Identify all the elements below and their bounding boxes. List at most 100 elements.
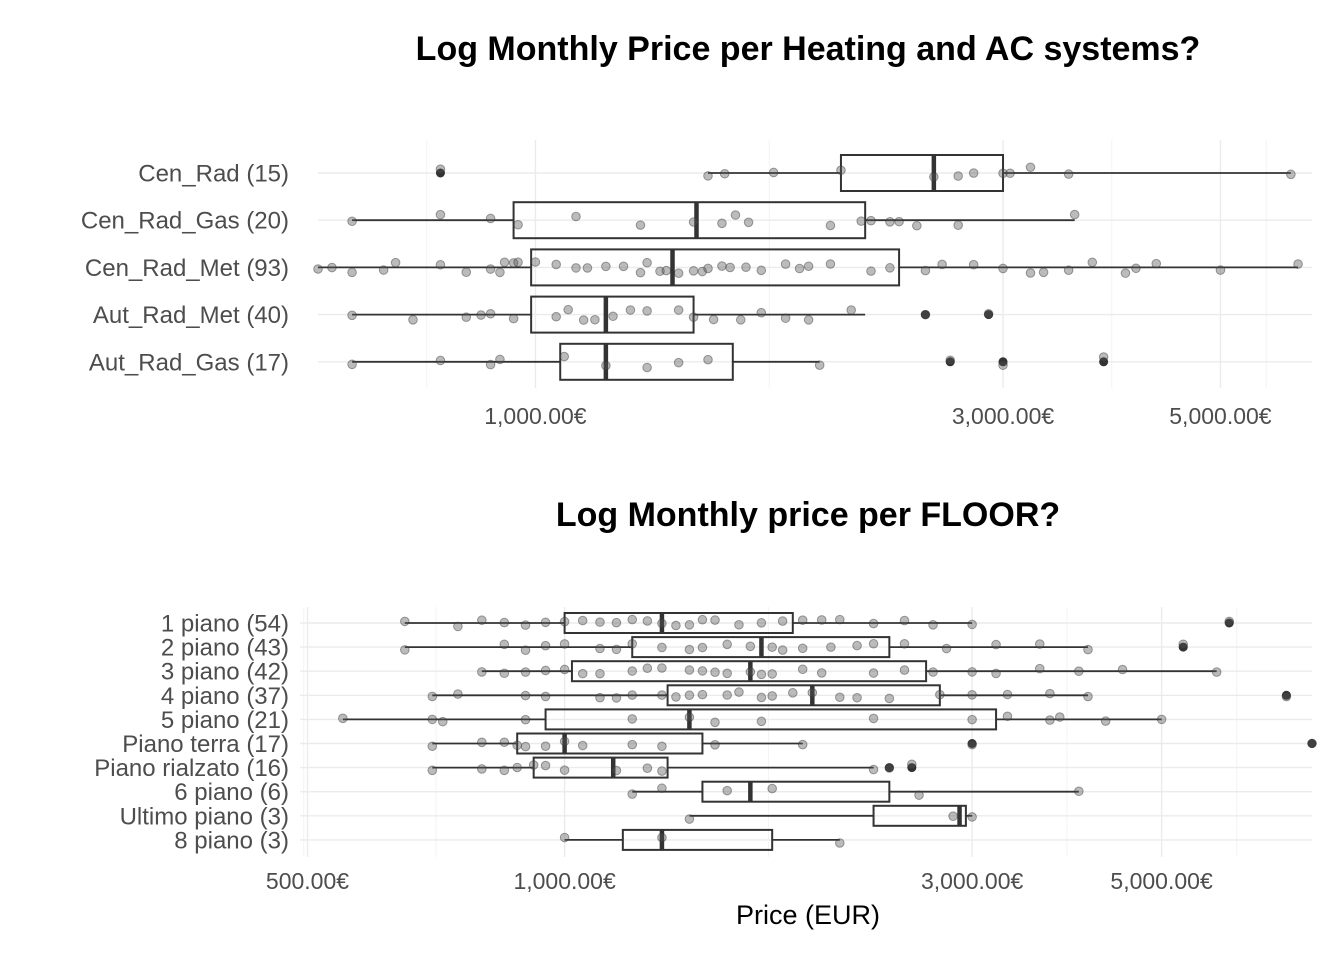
data-point xyxy=(767,691,777,701)
data-point xyxy=(836,165,846,176)
data-point xyxy=(627,739,638,750)
data-point xyxy=(657,618,667,629)
data-point xyxy=(347,216,357,227)
data-point xyxy=(642,306,652,316)
data-point xyxy=(756,716,767,727)
data-point xyxy=(1045,688,1055,699)
boxplot-group xyxy=(564,828,840,851)
data-point xyxy=(1002,711,1013,722)
data-point xyxy=(885,216,895,227)
category-label: 6 piano (6) xyxy=(174,779,289,806)
data-point xyxy=(642,763,653,773)
data-point xyxy=(477,764,487,774)
data-point xyxy=(968,259,979,270)
data-point xyxy=(787,688,798,698)
data-point xyxy=(967,714,977,725)
data-point xyxy=(684,712,695,723)
data-point xyxy=(826,642,836,652)
data-point xyxy=(868,618,879,629)
data-point xyxy=(1002,689,1013,700)
outlier-point xyxy=(1178,642,1188,652)
data-point xyxy=(601,261,611,272)
data-point xyxy=(657,783,667,794)
data-point xyxy=(722,639,732,650)
heating-x-ticks: 1,000.00€ 3,000.00€ 5,000.00€ xyxy=(484,403,1272,429)
data-point xyxy=(477,737,487,748)
data-point xyxy=(688,312,699,322)
data-point xyxy=(735,315,746,325)
data-point xyxy=(710,615,720,625)
floor-x-ticks: 500.00€ 1,000.00€ 3,000.00€ 5,000.00€ xyxy=(266,868,1213,894)
data-point xyxy=(559,736,570,747)
data-point xyxy=(635,267,646,278)
data-point xyxy=(513,257,523,268)
data-point xyxy=(435,164,446,174)
category-label: 2 piano (43) xyxy=(161,635,289,662)
data-point xyxy=(540,691,551,702)
data-point xyxy=(998,168,1008,179)
box-iqr xyxy=(559,342,734,381)
data-point xyxy=(400,645,410,655)
data-point xyxy=(671,620,681,631)
data-point xyxy=(590,314,600,325)
data-point xyxy=(559,832,570,843)
data-point xyxy=(673,268,684,279)
x-tick-label: 1,000.00€ xyxy=(484,403,587,429)
data-point xyxy=(520,667,531,677)
data-point xyxy=(1098,352,1109,362)
data-point xyxy=(1087,257,1098,268)
floor-chart-panel: Log Monthly price per FLOOR? 1 piano (54… xyxy=(94,496,1317,930)
box-iqr xyxy=(872,804,967,827)
data-point xyxy=(697,666,708,676)
data-point xyxy=(427,765,438,776)
data-point xyxy=(400,616,410,627)
floor-category-labels: 1 piano (54)2 piano (43)3 piano (42)4 pi… xyxy=(94,611,289,855)
data-point xyxy=(627,639,638,649)
data-point xyxy=(1045,715,1055,725)
data-point xyxy=(485,308,496,319)
data-point xyxy=(1083,691,1093,702)
outlier-point xyxy=(920,310,930,320)
data-point xyxy=(571,211,581,222)
data-point xyxy=(697,689,708,700)
data-point xyxy=(1117,664,1128,675)
data-point xyxy=(453,689,463,699)
outlier-point xyxy=(884,763,894,773)
data-point xyxy=(520,741,531,752)
data-point xyxy=(767,669,777,679)
data-point xyxy=(803,315,814,325)
outlier-point xyxy=(1307,739,1317,748)
boxplot-group xyxy=(432,756,917,779)
boxplot-group xyxy=(435,154,1291,192)
data-point xyxy=(852,692,862,703)
data-point xyxy=(508,313,519,324)
data-point xyxy=(722,668,732,679)
data-point xyxy=(710,717,720,728)
category-label: 1 piano (54) xyxy=(161,611,289,638)
data-point xyxy=(657,663,667,673)
data-point xyxy=(816,668,827,678)
data-point xyxy=(794,263,805,274)
data-point xyxy=(688,266,699,276)
floor-chart-title: Log Monthly price per FLOOR? xyxy=(556,496,1060,534)
data-point xyxy=(390,257,401,268)
x-tick-label: 500.00€ xyxy=(266,868,349,894)
data-point xyxy=(797,739,808,750)
data-point xyxy=(767,642,777,652)
data-point xyxy=(520,620,531,630)
outlier-point xyxy=(967,739,977,748)
data-point xyxy=(642,257,652,268)
boxplot-group xyxy=(352,342,1109,381)
data-point xyxy=(1025,268,1036,278)
data-point xyxy=(435,259,446,270)
data-point xyxy=(780,259,791,269)
data-point xyxy=(530,257,541,267)
boxplot-group xyxy=(632,780,1079,803)
x-tick-label: 1,000.00€ xyxy=(513,868,616,894)
data-point xyxy=(657,642,667,653)
data-point xyxy=(998,263,1008,274)
outlier-point xyxy=(1281,690,1291,700)
data-point xyxy=(899,615,910,626)
data-point xyxy=(540,760,551,771)
